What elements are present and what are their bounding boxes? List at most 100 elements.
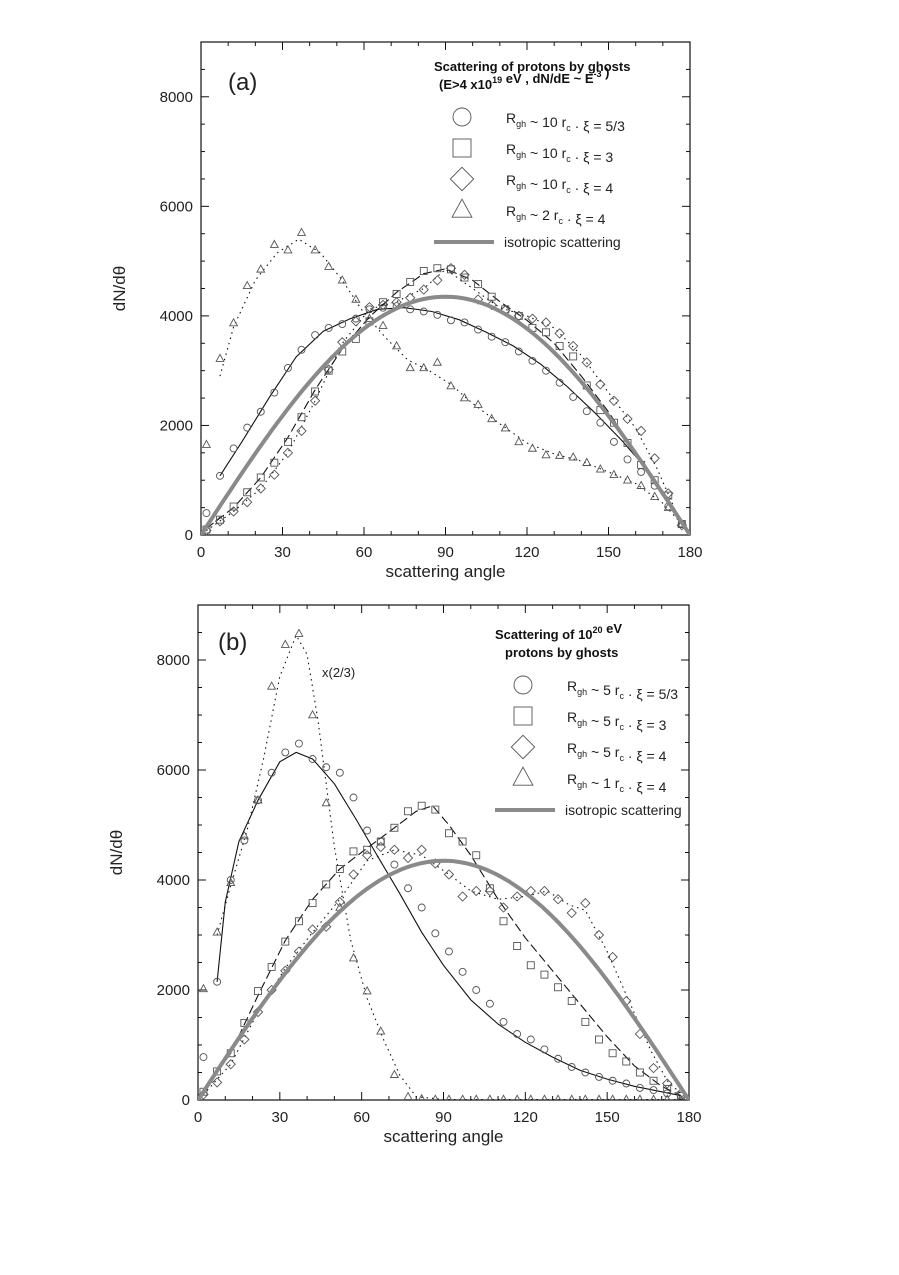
- circle-point: [376, 837, 385, 846]
- x-tick-label: 60: [356, 544, 373, 561]
- triangle-point: [446, 380, 456, 390]
- diamond-point: [649, 453, 660, 464]
- series-1: [202, 302, 686, 528]
- circle-point: [472, 986, 481, 994]
- triangle-point: [500, 423, 510, 432]
- triangle-point: [296, 227, 307, 236]
- circle-point: [649, 1086, 658, 1095]
- circle-point: [487, 332, 496, 341]
- triangle-point: [459, 392, 470, 402]
- triangle-point: [307, 709, 318, 719]
- diamond-point: [241, 496, 253, 508]
- circle-point: [281, 748, 290, 757]
- circle-point: [365, 305, 374, 314]
- triangle-point: [403, 1091, 413, 1100]
- triangle-point: [391, 340, 402, 350]
- legend-label: Rgh ~ 10 rc · ξ = 3: [506, 141, 613, 165]
- circle-point: [513, 1030, 522, 1038]
- square-point: [445, 829, 453, 838]
- square-point: [363, 845, 372, 854]
- triangle-point: [228, 317, 239, 327]
- circle-point: [622, 1079, 631, 1088]
- triangle-point: [283, 245, 293, 254]
- circle-point: [596, 418, 605, 427]
- diamond-point: [348, 869, 359, 880]
- triangle-point: [554, 450, 565, 459]
- triangle-point: [595, 464, 605, 473]
- diamond-point: [527, 313, 538, 324]
- circle-point: [635, 1083, 644, 1092]
- circle-point: [322, 763, 331, 772]
- triangle-point: [280, 639, 290, 648]
- circle-point: [582, 407, 591, 416]
- series-4: [201, 227, 687, 528]
- square-point: [581, 1017, 590, 1026]
- triangle-point: [419, 362, 429, 372]
- square-point: [349, 847, 358, 856]
- circle-point: [542, 366, 550, 375]
- triangle-point: [348, 952, 359, 962]
- circle-point: [199, 1053, 208, 1062]
- diamond-point: [418, 284, 429, 295]
- y-tick-label: 4000: [160, 308, 193, 325]
- circle-point: [294, 739, 303, 748]
- triangle-point: [389, 1069, 400, 1078]
- square-point: [460, 273, 469, 282]
- circle-point: [216, 471, 224, 480]
- square-point: [297, 413, 306, 422]
- y-tick-label: 4000: [157, 872, 190, 889]
- series-5: [201, 294, 690, 535]
- circle-point: [595, 1072, 603, 1081]
- square-point: [243, 488, 252, 497]
- legend-marker-diamond: [449, 166, 475, 192]
- circle-point: [445, 947, 453, 956]
- x-axis-title: scattering angle: [385, 562, 505, 581]
- legend-label: Rgh ~ 5 rc · ξ = 3: [567, 709, 667, 733]
- circle-point: [297, 345, 306, 354]
- square-point: [514, 311, 523, 320]
- legend-label: Rgh ~ 5 rc · ξ = 4: [567, 740, 667, 764]
- square-point: [649, 1076, 658, 1085]
- fit-line: [216, 634, 681, 1100]
- diamond-point: [580, 897, 591, 909]
- legend-marker-triangle: [451, 198, 473, 218]
- square-point: [256, 473, 265, 482]
- triangle-point: [321, 797, 331, 807]
- triangle-point: [527, 443, 538, 452]
- triangle-point: [473, 1094, 480, 1100]
- diamond-point: [593, 929, 605, 941]
- circle-point: [526, 1035, 535, 1044]
- square-point: [404, 807, 412, 816]
- isotropic-curve: [198, 858, 689, 1100]
- diamond-point: [307, 924, 318, 935]
- triangle-point: [351, 294, 361, 303]
- x-tick-label: 150: [596, 544, 621, 561]
- panel-label: (b): [218, 629, 247, 656]
- square-point: [283, 437, 292, 446]
- y-tick-label: 8000: [160, 89, 193, 106]
- circle-point: [555, 378, 564, 387]
- circle-point: [363, 826, 372, 835]
- square-point: [417, 801, 426, 810]
- triangle-point: [554, 1094, 562, 1100]
- diamond-point: [607, 951, 618, 963]
- diamond-point: [554, 328, 565, 339]
- diamond-point: [566, 907, 577, 919]
- circle-point: [406, 305, 415, 314]
- y-tick-label: 0: [182, 1092, 190, 1109]
- square-point: [663, 1085, 672, 1093]
- diamond-point: [269, 469, 280, 480]
- triangle-point: [568, 452, 578, 461]
- triangle-point: [582, 1094, 589, 1100]
- circle-point: [308, 755, 317, 763]
- diamond-point: [377, 299, 389, 311]
- triangle-point: [636, 1094, 644, 1100]
- square-point: [526, 961, 535, 970]
- triangle-point: [677, 1094, 684, 1100]
- square-point: [567, 997, 576, 1005]
- circle-point: [324, 323, 333, 332]
- square-point: [513, 942, 522, 950]
- y-tick-label: 0: [185, 527, 193, 544]
- fit-line: [216, 751, 681, 1097]
- diamond-point: [635, 425, 647, 437]
